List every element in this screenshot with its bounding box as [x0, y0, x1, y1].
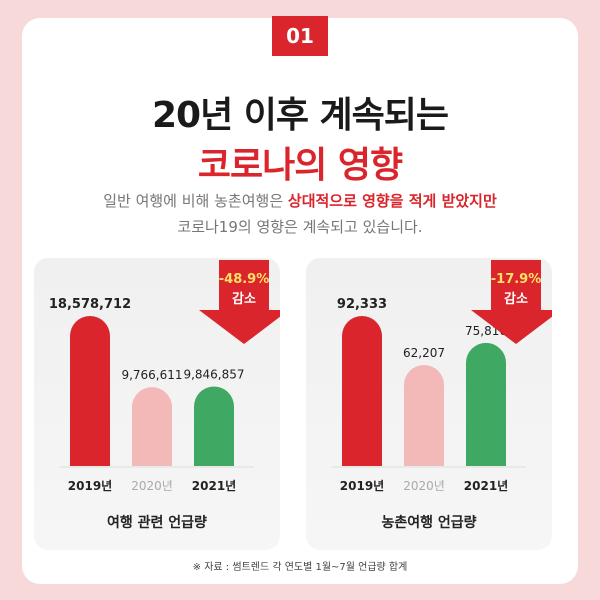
- subtitle-highlight: 상대적으로 영향을 적게 받았지만: [287, 192, 497, 210]
- value-label-2: 9,846,857: [183, 367, 244, 381]
- chart-rural: 92,3332019년62,2072020년75,8162021년-17.9%감…: [332, 260, 552, 493]
- chart-panel-rural: 92,333 2019년 62,207 2020년 75,816 2021년 -17.9% 감…: [306, 258, 552, 550]
- page-title-line2: 코로나의 영향: [197, 145, 403, 186]
- value-label-0: 92,333: [337, 297, 387, 312]
- bar-base-1: [404, 446, 444, 466]
- category-label-2: 2021년: [192, 479, 236, 493]
- bar-1: [404, 364, 444, 466]
- change-percent: -17.9%: [491, 272, 542, 287]
- bar-0: [342, 316, 382, 466]
- category-label-0: 2019년: [340, 479, 384, 493]
- bar-base-2: [194, 446, 234, 466]
- subtitle-text: 일반 여행에 비해 농촌여행은: [103, 192, 288, 210]
- category-label-2: 2021년: [464, 479, 508, 493]
- chart-panel-travel: 18,578,712 2019년 9,766,611 2020년 9,846,857 20…: [34, 258, 280, 550]
- change-word: 감소: [232, 292, 256, 307]
- value-label-1: 62,207: [403, 346, 445, 360]
- category-label-1: 2020년: [131, 479, 173, 493]
- value-label-0: 18,578,712: [49, 297, 131, 312]
- bar-2: [466, 342, 506, 466]
- subtitle-line2: 코로나19의 영향은 계속되고 있습니다.: [177, 218, 423, 236]
- chart-travel: 18,578,712 2019년 9,766,611 2020년 9,846,857 20…: [49, 260, 280, 493]
- bar-base-0: [342, 446, 382, 466]
- bar-base-0: [70, 446, 110, 466]
- number-badge: 01: [272, 16, 328, 56]
- change-word: 감소: [504, 292, 528, 307]
- down-arrow-icon: [471, 260, 552, 344]
- value-label-1: 9,766,611: [121, 368, 182, 382]
- bar-base-1: [132, 446, 172, 466]
- page-title-line1: 20년 이후 계속되는: [151, 95, 449, 136]
- chart-label-travel: 여행 관련 언급량: [107, 515, 207, 531]
- source-footnote: ※ 자료 : 썸트렌드 각 연도별 1월~7월 언급량 합계: [192, 562, 408, 573]
- subtitle-line1: 일반 여행에 비해 농촌여행은 상대적으로 영향을 적게 받았지만: [0, 190, 600, 211]
- chart-label-rural: 농촌여행 언급량: [381, 515, 477, 531]
- bar-0: [70, 316, 110, 466]
- change-percent: -48.9%: [219, 272, 270, 287]
- bar-base-2: [466, 446, 506, 466]
- category-label-0: 2019년: [68, 479, 112, 493]
- category-label-1: 2020년: [403, 479, 445, 493]
- down-arrow-icon: [199, 260, 280, 344]
